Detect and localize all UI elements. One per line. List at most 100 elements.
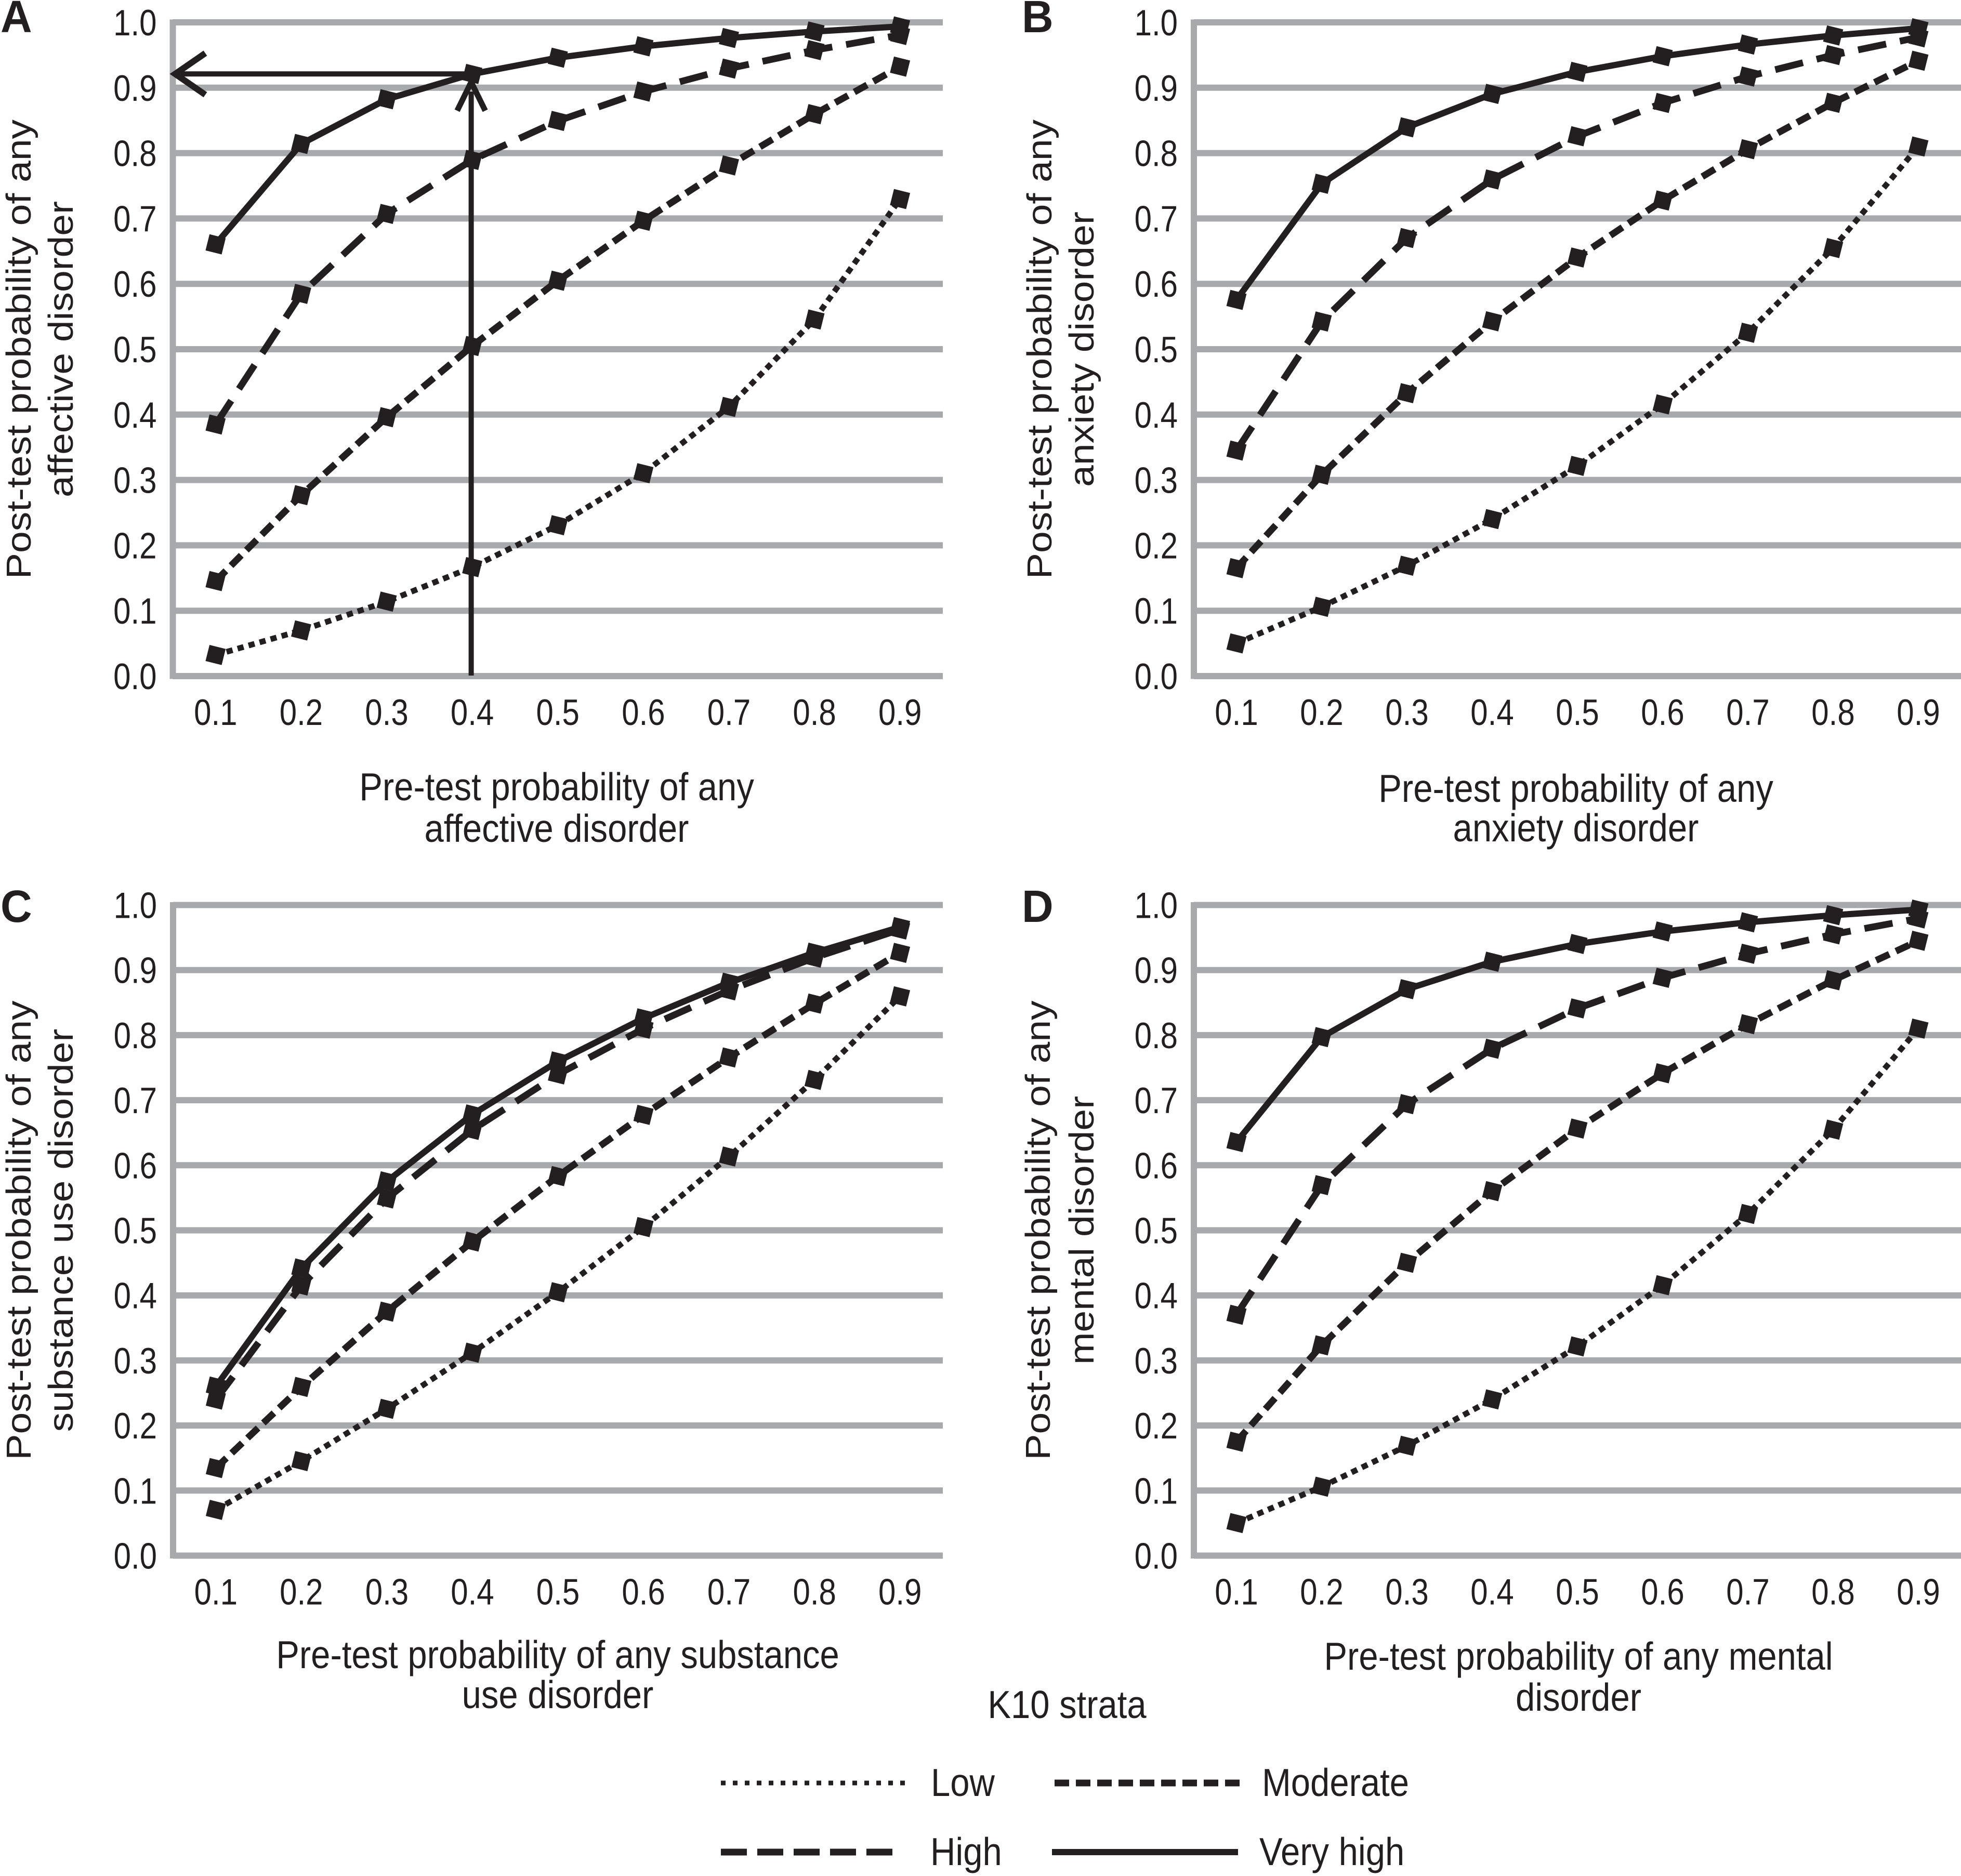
svg-text:0.1: 0.1 bbox=[1215, 1571, 1258, 1612]
svg-text:0.9: 0.9 bbox=[878, 1571, 922, 1612]
svg-text:anxiety disorder: anxiety disorder bbox=[1453, 807, 1699, 850]
svg-text:0.5: 0.5 bbox=[536, 692, 580, 733]
svg-text:0.8: 0.8 bbox=[1811, 692, 1854, 733]
svg-text:Post-test probability of any: Post-test probability of any bbox=[1019, 1000, 1058, 1460]
svg-text:Pre-test probability of any su: Pre-test probability of any substance bbox=[276, 1634, 839, 1677]
svg-text:0.3: 0.3 bbox=[1135, 1340, 1178, 1381]
svg-text:0.6: 0.6 bbox=[1641, 692, 1684, 733]
svg-text:0.4: 0.4 bbox=[1470, 1571, 1513, 1612]
svg-text:0.5: 0.5 bbox=[1556, 1571, 1599, 1612]
svg-text:0.4: 0.4 bbox=[113, 394, 156, 435]
svg-text:0.3: 0.3 bbox=[1385, 1571, 1428, 1612]
svg-text:0.7: 0.7 bbox=[114, 1080, 157, 1121]
svg-text:disorder: disorder bbox=[1516, 1676, 1641, 1720]
svg-text:0.1: 0.1 bbox=[1215, 692, 1258, 733]
svg-text:0.7: 0.7 bbox=[1726, 1571, 1769, 1612]
svg-text:0.0: 0.0 bbox=[114, 1536, 157, 1576]
svg-text:0.1: 0.1 bbox=[113, 591, 156, 631]
svg-text:0.7: 0.7 bbox=[113, 199, 156, 239]
svg-text:0.0: 0.0 bbox=[1135, 656, 1178, 697]
svg-text:0.8: 0.8 bbox=[1811, 1571, 1854, 1612]
svg-text:0.9: 0.9 bbox=[878, 692, 922, 733]
svg-text:1.0: 1.0 bbox=[1135, 885, 1178, 926]
svg-text:0.1: 0.1 bbox=[1135, 591, 1178, 631]
svg-text:0.7: 0.7 bbox=[1135, 199, 1178, 239]
svg-text:Post-test probability of any: Post-test probability of any bbox=[0, 119, 38, 579]
svg-text:0.1: 0.1 bbox=[194, 692, 237, 733]
svg-text:0.2: 0.2 bbox=[280, 1571, 323, 1612]
svg-text:0.2: 0.2 bbox=[114, 1406, 157, 1446]
svg-text:B: B bbox=[1022, 0, 1054, 42]
svg-text:0.6: 0.6 bbox=[1135, 1145, 1178, 1186]
svg-text:Pre-test probability of any: Pre-test probability of any bbox=[359, 766, 754, 809]
svg-text:0.1: 0.1 bbox=[194, 1571, 238, 1612]
svg-text:0.8: 0.8 bbox=[113, 133, 156, 174]
svg-text:0.5: 0.5 bbox=[114, 1210, 157, 1251]
svg-text:0.9: 0.9 bbox=[1135, 950, 1178, 990]
svg-text:A: A bbox=[1, 0, 32, 42]
svg-text:0.9: 0.9 bbox=[113, 68, 156, 108]
svg-text:0.7: 0.7 bbox=[1135, 1080, 1178, 1121]
svg-text:0.3: 0.3 bbox=[113, 460, 156, 500]
svg-text:0.2: 0.2 bbox=[1135, 1406, 1178, 1446]
svg-text:anxiety disorder: anxiety disorder bbox=[1063, 212, 1101, 487]
svg-text:Pre-test probability of any me: Pre-test probability of any mental bbox=[1324, 1635, 1833, 1679]
svg-text:0.2: 0.2 bbox=[1300, 1571, 1343, 1612]
svg-text:0.7: 0.7 bbox=[1726, 692, 1769, 733]
svg-text:0.2: 0.2 bbox=[1300, 692, 1343, 733]
svg-text:0.7: 0.7 bbox=[707, 1571, 751, 1612]
svg-text:0.6: 0.6 bbox=[1641, 1571, 1684, 1612]
svg-text:Post-test probability of any: Post-test probability of any bbox=[1021, 119, 1059, 579]
svg-text:0.3: 0.3 bbox=[365, 692, 408, 733]
svg-text:0.2: 0.2 bbox=[1135, 525, 1178, 566]
svg-text:0.2: 0.2 bbox=[280, 692, 323, 733]
svg-text:0.8: 0.8 bbox=[1135, 1015, 1178, 1055]
svg-text:0.8: 0.8 bbox=[1135, 133, 1178, 174]
svg-text:mental disorder: mental disorder bbox=[1063, 1096, 1101, 1365]
svg-text:0.9: 0.9 bbox=[1135, 68, 1178, 108]
svg-text:0.3: 0.3 bbox=[1385, 692, 1428, 733]
svg-text:Post-test probability of any: Post-test probability of any bbox=[0, 1000, 38, 1460]
svg-text:0.8: 0.8 bbox=[114, 1015, 157, 1055]
svg-text:1.0: 1.0 bbox=[113, 3, 156, 43]
svg-text:Low: Low bbox=[931, 1762, 995, 1805]
svg-text:0.9: 0.9 bbox=[1897, 1571, 1940, 1612]
svg-text:0.4: 0.4 bbox=[114, 1275, 157, 1316]
svg-text:substance use disorder: substance use disorder bbox=[42, 1029, 81, 1432]
svg-text:0.6: 0.6 bbox=[1135, 264, 1178, 305]
svg-text:Very high: Very high bbox=[1259, 1831, 1404, 1873]
svg-text:0.5: 0.5 bbox=[536, 1571, 580, 1612]
svg-text:0.7: 0.7 bbox=[707, 692, 751, 733]
svg-text:Moderate: Moderate bbox=[1262, 1762, 1409, 1805]
svg-text:Pre-test probability of any: Pre-test probability of any bbox=[1378, 768, 1773, 811]
svg-text:0.8: 0.8 bbox=[793, 692, 836, 733]
svg-text:0.3: 0.3 bbox=[365, 1571, 409, 1612]
svg-text:0.0: 0.0 bbox=[113, 656, 156, 697]
svg-text:0.6: 0.6 bbox=[114, 1145, 157, 1186]
svg-text:0.6: 0.6 bbox=[113, 264, 156, 305]
svg-text:0.5: 0.5 bbox=[1135, 1210, 1178, 1251]
svg-text:0.6: 0.6 bbox=[622, 692, 665, 733]
svg-text:0.5: 0.5 bbox=[1556, 692, 1599, 733]
svg-text:0.4: 0.4 bbox=[1470, 692, 1513, 733]
svg-text:1.0: 1.0 bbox=[1135, 3, 1178, 43]
svg-text:K10 strata: K10 strata bbox=[988, 1684, 1147, 1727]
svg-text:use disorder: use disorder bbox=[462, 1674, 654, 1717]
svg-text:affective disorder: affective disorder bbox=[425, 808, 689, 851]
svg-text:0.3: 0.3 bbox=[1135, 460, 1178, 500]
svg-text:0.9: 0.9 bbox=[1897, 692, 1940, 733]
svg-text:0.4: 0.4 bbox=[451, 692, 494, 733]
svg-text:0.6: 0.6 bbox=[622, 1571, 665, 1612]
svg-text:0.4: 0.4 bbox=[1135, 1275, 1178, 1316]
svg-text:0.3: 0.3 bbox=[114, 1340, 157, 1381]
svg-text:0.0: 0.0 bbox=[1135, 1536, 1178, 1576]
svg-text:D: D bbox=[1022, 881, 1054, 932]
svg-text:0.8: 0.8 bbox=[793, 1571, 836, 1612]
svg-text:0.5: 0.5 bbox=[1135, 329, 1178, 370]
svg-text:0.9: 0.9 bbox=[114, 950, 157, 990]
svg-text:0.1: 0.1 bbox=[114, 1471, 157, 1511]
svg-text:0.5: 0.5 bbox=[113, 329, 156, 370]
svg-text:0.4: 0.4 bbox=[451, 1571, 494, 1612]
svg-text:High: High bbox=[930, 1831, 1002, 1873]
svg-text:C: C bbox=[1, 881, 32, 932]
